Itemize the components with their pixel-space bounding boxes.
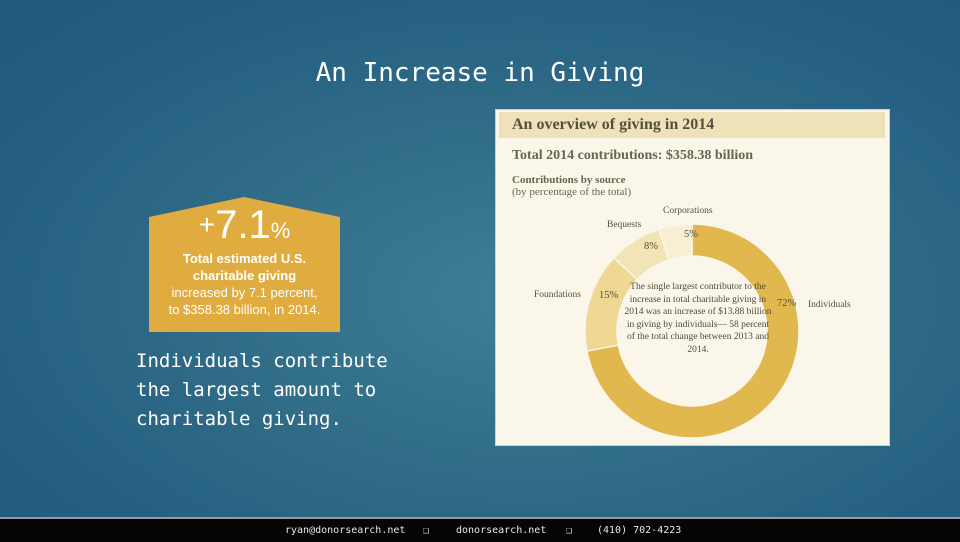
label-corporations: Corporations [663,206,713,216]
badge-plus: + [198,209,216,240]
house-shape [149,197,340,332]
subhead-title: Contributions by source [512,174,626,186]
footer-separator-icon: ❑ [566,525,573,536]
footer-website[interactable]: donorsearch.net [456,525,547,536]
donut-chart [584,223,800,439]
pct-corporations: 5% [684,229,698,240]
slice-individuals [586,223,800,439]
badge-line-3: increased by 7.1 percent, [171,285,318,300]
pct-bequests: 8% [644,241,658,252]
pct-individuals: 72% [777,298,797,309]
panel-header-title: An overview of giving in 2014 [512,116,715,133]
badge-line-1: Total estimated U.S. [182,251,307,266]
footer-separator-icon: ❑ [423,525,430,536]
total-contributions: Total 2014 contributions: $358.38 billio… [512,148,754,163]
badge-text: Total estimated U.S. charitable giving i… [153,250,336,318]
footer-bar: ryan@donorsearch.net ❑ donorsearch.net ❑… [0,517,960,542]
label-bequests: Bequests [607,220,642,230]
center-note: The single largest contributor to the in… [624,282,772,355]
footer-email[interactable]: ryan@donorsearch.net [285,525,406,536]
badge-percent-sign: % [270,218,291,243]
badge-line-4: to $358.38 billion, in 2014. [168,302,321,317]
badge-percent: +7.1% [149,205,340,245]
giving-overview-panel: An overview of giving in 2014 Total 2014… [495,109,890,446]
label-foundations: Foundations [534,290,581,300]
slice-corporations [657,223,693,261]
contributions-subhead: Contributions by source (by percentage o… [512,174,712,198]
footer-phone: (410) 702-4223 [597,525,682,536]
panel-header: An overview of giving in 2014 [499,112,885,138]
slide-caption: Individuals contribute the largest amoun… [136,350,388,430]
badge-line-2: charitable giving [192,268,297,283]
label-individuals: Individuals [808,300,851,310]
slide-title: An Increase in Giving [315,58,645,88]
pct-foundations: 15% [599,290,619,301]
subhead-note: (by percentage of the total) [512,186,632,198]
percent-increase-badge: +7.1% Total estimated U.S. charitable gi… [149,197,340,332]
badge-number: 7.1 [215,203,271,247]
